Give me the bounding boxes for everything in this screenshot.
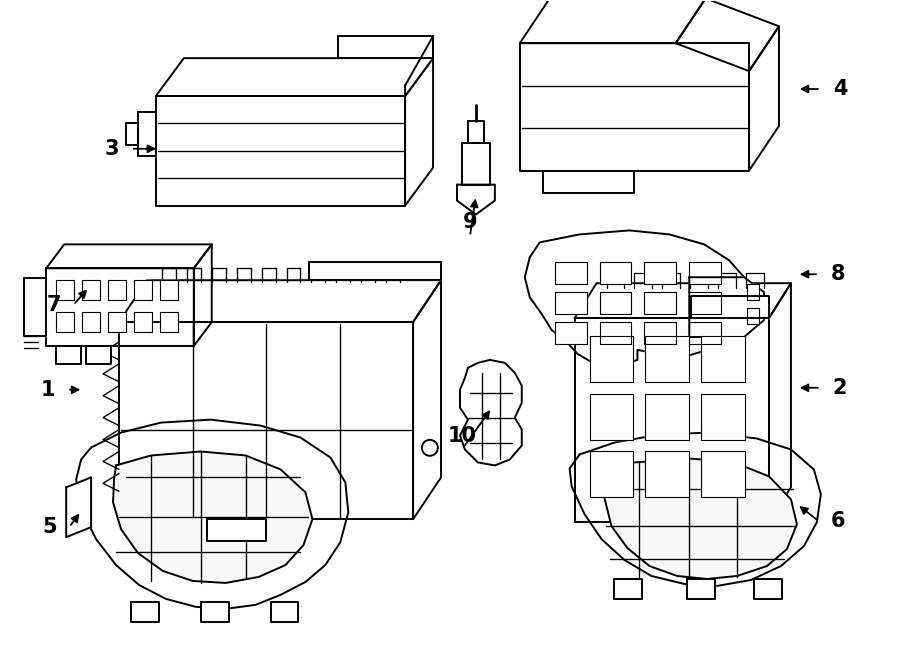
Polygon shape	[126, 123, 138, 145]
Polygon shape	[76, 420, 348, 609]
Polygon shape	[520, 0, 706, 43]
Polygon shape	[570, 432, 821, 586]
Polygon shape	[405, 58, 433, 205]
Polygon shape	[113, 451, 312, 583]
Polygon shape	[689, 262, 721, 284]
Polygon shape	[689, 277, 764, 337]
Polygon shape	[119, 322, 413, 519]
Polygon shape	[590, 394, 634, 440]
Circle shape	[422, 440, 437, 455]
Polygon shape	[138, 113, 156, 156]
Polygon shape	[554, 292, 587, 314]
Polygon shape	[462, 143, 490, 185]
Polygon shape	[645, 394, 689, 440]
Polygon shape	[601, 459, 796, 579]
Text: 9: 9	[463, 213, 477, 232]
Polygon shape	[599, 292, 632, 314]
Polygon shape	[520, 43, 749, 171]
Polygon shape	[644, 322, 676, 344]
Polygon shape	[754, 579, 782, 599]
Polygon shape	[82, 312, 100, 332]
Polygon shape	[156, 96, 405, 205]
Polygon shape	[701, 451, 745, 497]
Polygon shape	[156, 58, 433, 96]
Polygon shape	[615, 579, 643, 599]
Polygon shape	[201, 602, 229, 622]
Text: 7: 7	[47, 295, 61, 315]
Polygon shape	[405, 36, 433, 96]
Polygon shape	[134, 312, 152, 332]
Polygon shape	[574, 318, 769, 522]
Text: 1: 1	[40, 380, 55, 400]
Polygon shape	[194, 244, 212, 346]
Polygon shape	[599, 262, 632, 284]
Polygon shape	[108, 312, 126, 332]
Polygon shape	[676, 0, 779, 71]
Text: 8: 8	[831, 264, 845, 284]
Polygon shape	[689, 322, 721, 344]
Polygon shape	[46, 268, 194, 346]
Polygon shape	[747, 284, 759, 300]
Polygon shape	[56, 280, 74, 300]
Polygon shape	[108, 280, 126, 300]
Polygon shape	[119, 280, 441, 322]
Text: 6: 6	[831, 511, 845, 531]
Polygon shape	[468, 121, 484, 143]
Polygon shape	[160, 312, 178, 332]
Polygon shape	[543, 171, 634, 193]
Polygon shape	[701, 336, 745, 382]
Polygon shape	[749, 26, 779, 171]
Polygon shape	[56, 312, 74, 332]
Text: 2: 2	[832, 378, 847, 398]
Polygon shape	[574, 283, 791, 318]
Polygon shape	[413, 280, 441, 519]
Text: 5: 5	[42, 517, 58, 537]
Polygon shape	[207, 519, 266, 541]
Polygon shape	[160, 280, 178, 300]
Polygon shape	[67, 477, 91, 537]
Polygon shape	[56, 346, 81, 364]
Polygon shape	[747, 308, 759, 324]
Polygon shape	[644, 292, 676, 314]
Polygon shape	[460, 360, 522, 465]
Polygon shape	[645, 336, 689, 382]
Polygon shape	[131, 602, 159, 622]
Text: 10: 10	[447, 426, 476, 446]
Polygon shape	[554, 322, 587, 344]
Polygon shape	[689, 292, 721, 314]
Polygon shape	[590, 451, 634, 497]
Polygon shape	[688, 579, 716, 599]
Polygon shape	[309, 262, 441, 280]
Polygon shape	[338, 36, 433, 58]
Polygon shape	[554, 262, 587, 284]
Polygon shape	[599, 322, 632, 344]
Polygon shape	[46, 244, 212, 268]
Polygon shape	[134, 280, 152, 300]
Polygon shape	[82, 280, 100, 300]
Text: 4: 4	[832, 79, 847, 99]
Polygon shape	[644, 262, 676, 284]
Polygon shape	[24, 278, 46, 336]
Polygon shape	[769, 283, 791, 522]
Polygon shape	[691, 296, 769, 318]
Polygon shape	[457, 185, 495, 214]
Polygon shape	[701, 394, 745, 440]
Polygon shape	[271, 602, 299, 622]
Text: 3: 3	[104, 139, 119, 159]
Polygon shape	[590, 336, 634, 382]
Polygon shape	[645, 451, 689, 497]
Polygon shape	[86, 346, 111, 364]
Polygon shape	[525, 230, 744, 367]
